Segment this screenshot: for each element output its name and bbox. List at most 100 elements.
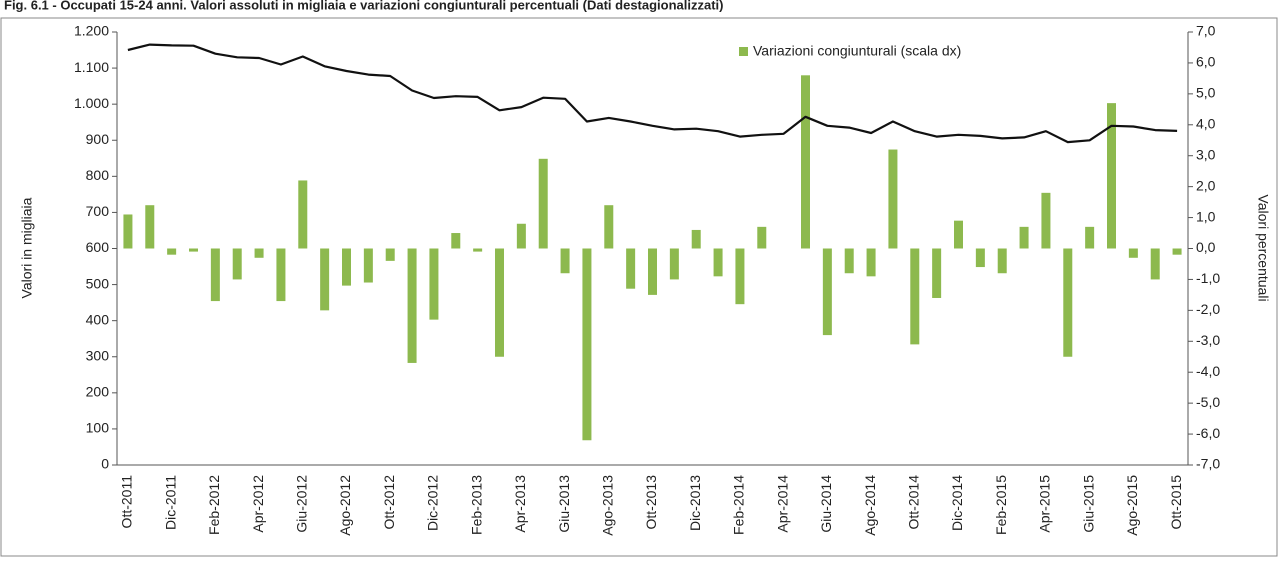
bar [560, 248, 570, 274]
bar [407, 248, 417, 363]
bar [320, 248, 330, 311]
bar [932, 248, 942, 298]
legend-label: Variazioni congiunturali (scala dx) [753, 43, 961, 59]
bar [888, 149, 898, 249]
chart-title: Fig. 6.1 - Occupati 15-24 anni. Valori a… [4, 0, 724, 12]
line [127, 43, 1178, 144]
bar [669, 248, 679, 280]
bar [538, 158, 548, 249]
bar [582, 248, 592, 441]
x-tick-label: Feb-2012 [206, 475, 222, 535]
y-tick-label: 800 [86, 167, 110, 183]
bar [954, 220, 963, 249]
y-axis-label: Valori in migliaia [19, 197, 35, 298]
x-tick-label: Apr-2012 [250, 475, 266, 533]
y2-tick-label: 1,0 [1196, 208, 1216, 224]
bar [254, 248, 264, 258]
y2-tick-label: -3,0 [1196, 332, 1220, 348]
x-tick-label: Feb-2014 [731, 475, 747, 535]
x-tick-label: Ott-2014 [905, 475, 921, 530]
bar [451, 233, 461, 249]
bar [648, 248, 657, 295]
x-tick-label: Ago-2014 [862, 475, 878, 536]
bar [276, 248, 286, 302]
y-tick-label: 1.100 [74, 59, 109, 75]
x-tick-label: Ago-2012 [337, 475, 353, 536]
bar [1172, 248, 1182, 255]
x-tick-label: Dic-2013 [687, 475, 703, 531]
x-tick-label: Feb-2015 [993, 475, 1009, 535]
x-tick-label: Dic-2014 [949, 475, 965, 531]
x-tick-label: Ago-2013 [599, 475, 615, 536]
bar [1085, 226, 1095, 249]
x-tick-label: Giu-2013 [556, 475, 572, 533]
y-tick-label: 900 [86, 131, 110, 147]
bar [691, 229, 701, 249]
x-tick-label: Apr-2013 [512, 475, 528, 533]
x-tick-label: Ott-2013 [643, 475, 659, 530]
y-tick-label: 300 [86, 347, 110, 363]
y2-tick-label: 4,0 [1196, 115, 1216, 131]
bar [801, 75, 810, 249]
y2-tick-label: -6,0 [1196, 425, 1220, 441]
bar [342, 248, 351, 286]
bar [626, 248, 636, 289]
frame [0, 17, 1278, 557]
bar [997, 248, 1007, 274]
bar [473, 248, 483, 252]
x-tick-label: Ago-2015 [1124, 475, 1140, 536]
x-tick-label: Giu-2014 [818, 475, 834, 533]
y-tick-label: 700 [86, 203, 110, 219]
y2-tick-label: 2,0 [1196, 177, 1216, 193]
bar [975, 248, 985, 268]
x-tick-label: Apr-2014 [774, 475, 790, 533]
bar [604, 205, 614, 249]
bar [189, 248, 198, 252]
bar [735, 248, 745, 305]
x-tick-label: Giu-2015 [1080, 475, 1096, 533]
bar [1128, 248, 1138, 258]
bar [516, 223, 526, 249]
bar [1150, 248, 1160, 280]
bar [385, 248, 395, 261]
y-tick-label: 0 [101, 456, 109, 472]
x-tick-label: Apr-2015 [1037, 475, 1053, 533]
x-tick-label: Feb-2013 [468, 475, 484, 535]
bar [1019, 226, 1029, 249]
bar [1041, 192, 1051, 249]
y2-tick-label: 7,0 [1196, 23, 1216, 39]
bar [757, 226, 767, 249]
bar [910, 248, 920, 345]
bar [363, 248, 373, 283]
bar [123, 214, 133, 249]
bar [866, 248, 876, 277]
bar [495, 248, 504, 357]
x-tick-label: Ott-2012 [381, 475, 397, 530]
bar [713, 248, 723, 277]
y2-tick-label: 5,0 [1196, 85, 1216, 101]
y2-tick-label: -1,0 [1196, 270, 1220, 286]
bar [1063, 248, 1073, 357]
y2-tick-label: 3,0 [1196, 146, 1216, 162]
bar [298, 180, 308, 249]
y2-tick-label: -4,0 [1196, 363, 1220, 379]
legend-swatch [739, 47, 748, 56]
y2-tick-label: 6,0 [1196, 54, 1216, 70]
y-tick-label: 500 [86, 275, 110, 291]
y-tick-label: 1.200 [74, 23, 109, 39]
bar [429, 248, 439, 320]
x-tick-label: Giu-2012 [293, 475, 309, 533]
y2-tick-label: 0,0 [1196, 239, 1216, 255]
bar [232, 248, 242, 280]
y-tick-label: 1.000 [74, 95, 109, 111]
x-tick-label: Ott-2011 [119, 475, 135, 529]
x-tick-label: Ott-2015 [1168, 475, 1184, 530]
x-tick-label: Dic-2012 [425, 475, 441, 531]
y-tick-label: 100 [86, 420, 110, 436]
bar [822, 248, 832, 336]
bar [167, 248, 177, 255]
y-tick-label: 400 [86, 311, 110, 327]
y2-tick-label: -7,0 [1196, 456, 1220, 472]
